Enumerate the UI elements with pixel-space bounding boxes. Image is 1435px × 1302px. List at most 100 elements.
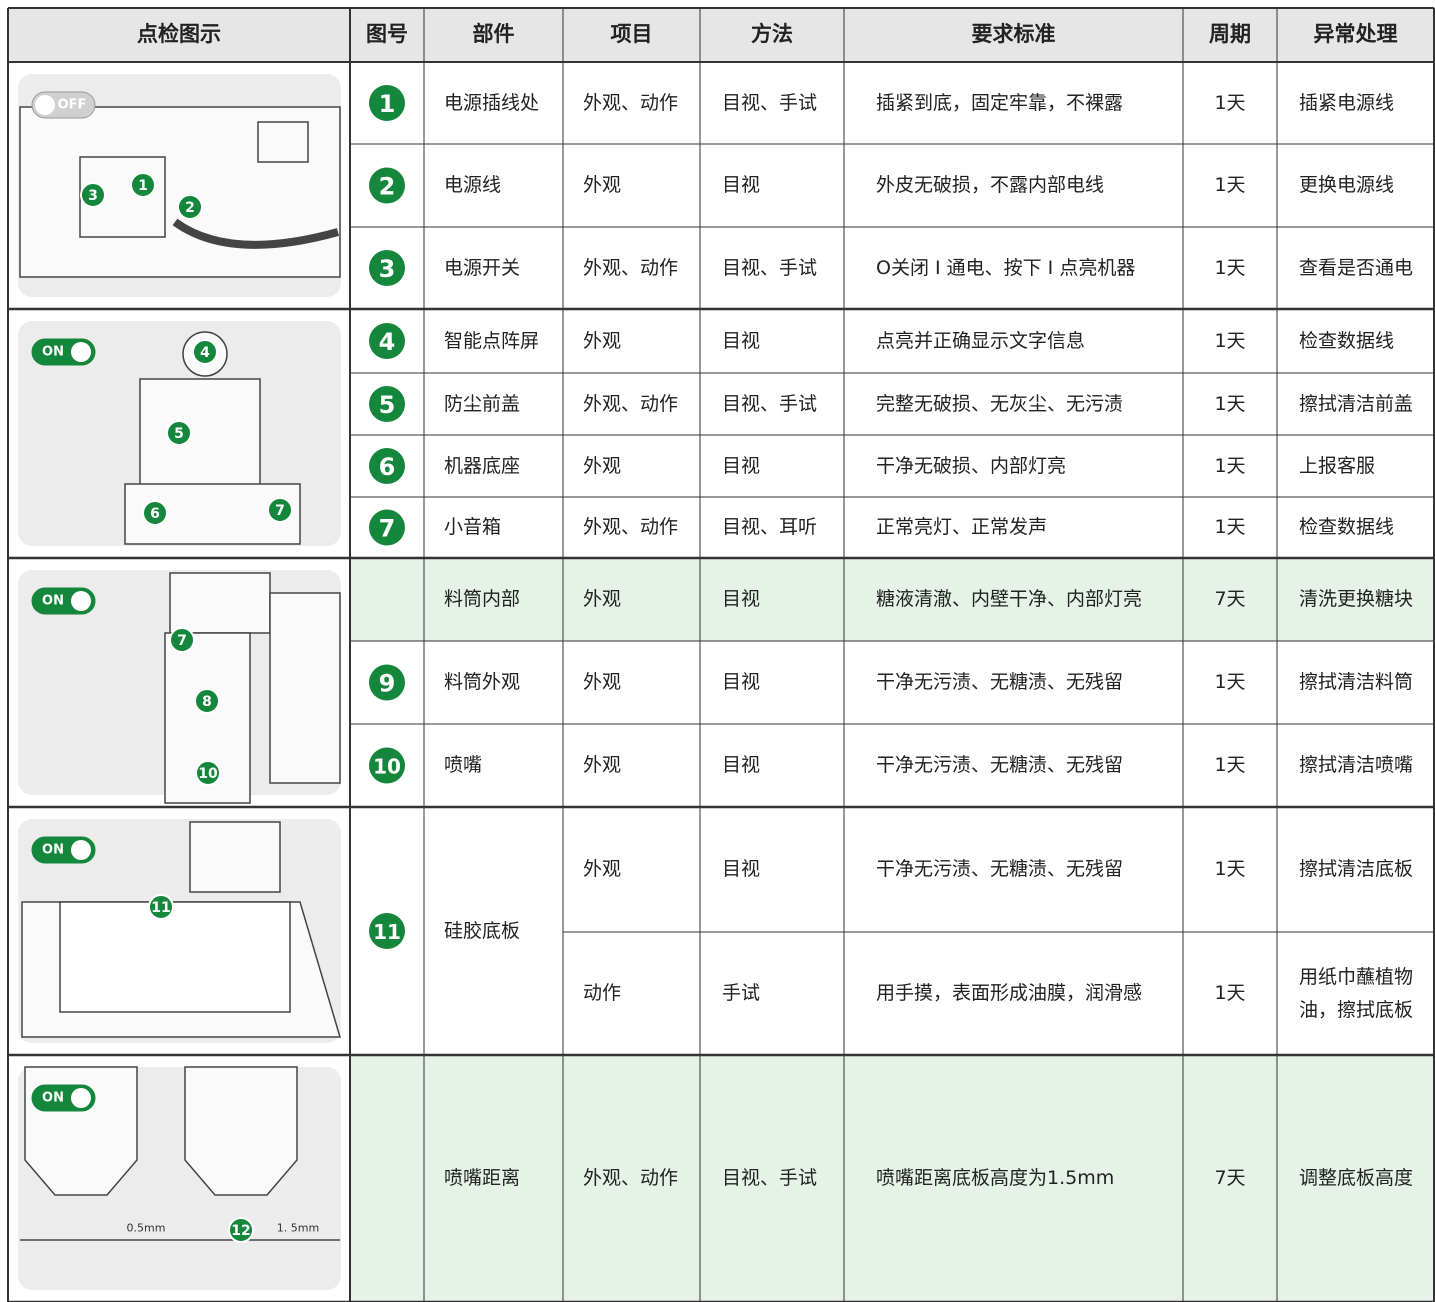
item-cell: 外观、动作 bbox=[583, 392, 679, 415]
dimension-label: 0.5mm bbox=[127, 1222, 166, 1235]
badge-number: 7 bbox=[275, 503, 285, 519]
badge-number: 4 bbox=[379, 328, 396, 356]
method-cell: 目视 bbox=[722, 754, 761, 777]
toggle-label: ON bbox=[42, 345, 64, 360]
method-cell: 目视 bbox=[700, 558, 844, 641]
toggle-knob bbox=[71, 1088, 91, 1108]
action-cell: 插紧电源线 bbox=[1299, 91, 1395, 114]
toggle-knob bbox=[71, 840, 91, 860]
part-cell: 智能点阵屏 bbox=[444, 329, 540, 352]
standard-cell: 点亮并正确显示文字信息 bbox=[876, 329, 1086, 352]
toggle-knob bbox=[71, 591, 91, 611]
action-cell: 检查数据线 bbox=[1299, 516, 1395, 539]
period-cell: 1天 bbox=[1214, 982, 1246, 1005]
period-cell: 1天 bbox=[1214, 754, 1246, 777]
method-cell: 目视 bbox=[722, 454, 761, 477]
period-cell: 1天 bbox=[1214, 454, 1246, 477]
standard-cell: 外皮无破损，不露内部电线 bbox=[876, 174, 1105, 197]
part-cell: 电源开关 bbox=[444, 256, 521, 279]
badge-number: 12 bbox=[231, 1223, 250, 1239]
period-cell: 1天 bbox=[1214, 516, 1246, 539]
badge-number: 2 bbox=[185, 200, 195, 216]
part-cell: 小音箱 bbox=[444, 516, 502, 539]
period-cell: 1天 bbox=[1214, 858, 1246, 881]
cable bbox=[172, 218, 340, 249]
badge bbox=[148, 894, 174, 920]
header-cell: 要求标准 bbox=[844, 8, 1183, 62]
toggle-label: OFF bbox=[58, 98, 87, 113]
badge-number: 3 bbox=[379, 255, 396, 283]
number-cell bbox=[350, 1055, 424, 1302]
number-cell bbox=[350, 435, 424, 497]
part-cell: 防尘前盖 bbox=[444, 392, 521, 415]
header-cell: 部件 bbox=[424, 8, 563, 62]
method-cell: 目视、手试 bbox=[722, 91, 818, 114]
action-cell: 擦拭清洁喷嘴 bbox=[1299, 754, 1414, 777]
item-cell: 外观 bbox=[583, 454, 622, 477]
badge-number: 11 bbox=[151, 900, 170, 916]
item-cell: 外观 bbox=[583, 329, 622, 352]
badge-number: 10 bbox=[198, 766, 218, 782]
action-cell: 调整底板高度 bbox=[1277, 1055, 1434, 1302]
period-cell: 7天 bbox=[1183, 1055, 1277, 1302]
item-cell: 外观、动作 bbox=[583, 91, 679, 114]
rail bbox=[269, 592, 341, 784]
method-cell: 目视、手试 bbox=[722, 256, 818, 279]
machine-sketch bbox=[21, 821, 342, 1038]
badge bbox=[228, 1217, 254, 1243]
standard-cell: 用手摸，表面形成油膜，润滑感 bbox=[876, 982, 1143, 1005]
standard-cell: 干净无污渍、无糖渍、无残留 bbox=[876, 671, 1124, 694]
standard-cell: 糖液清澈、内壁干净、内部灯亮 bbox=[844, 558, 1183, 641]
part-cell: 喷嘴 bbox=[444, 754, 483, 777]
badge bbox=[195, 760, 221, 786]
item-cell: 外观、动作 bbox=[583, 516, 679, 539]
period-cell: 1天 bbox=[1214, 671, 1246, 694]
standard-cell: 完整无破损、无灰尘、无污渍 bbox=[876, 392, 1124, 415]
part-cell: 电源线 bbox=[444, 174, 502, 197]
item-cell: 外观 bbox=[583, 671, 622, 694]
badge bbox=[192, 339, 218, 365]
dimension-label: 1. 5mm bbox=[277, 1222, 319, 1235]
badge-number: 4 bbox=[200, 345, 210, 361]
badge bbox=[194, 688, 220, 714]
machine-sketch bbox=[19, 106, 341, 278]
badge-number: 5 bbox=[174, 426, 184, 442]
header-cell: 周期 bbox=[1183, 8, 1277, 62]
item-cell: 外观、动作 bbox=[563, 1055, 700, 1302]
toggle-knob bbox=[71, 342, 91, 362]
badge-number: 8 bbox=[202, 694, 212, 710]
badge bbox=[369, 167, 405, 204]
badge-number: 7 bbox=[177, 633, 187, 649]
number-cell bbox=[350, 227, 424, 309]
method-cell: 目视 bbox=[722, 671, 761, 694]
badge bbox=[369, 664, 405, 701]
item-cell: 动作 bbox=[583, 982, 622, 1005]
action-cell: 擦拭清洁料筒 bbox=[1299, 671, 1414, 694]
badge bbox=[369, 509, 405, 546]
badge bbox=[130, 172, 156, 198]
head bbox=[169, 572, 271, 634]
action-cell: 清洗更换糖块 bbox=[1277, 558, 1434, 641]
number-cell bbox=[350, 724, 424, 807]
item-cell: 外观 bbox=[583, 754, 622, 777]
part-cell: 硅胶底板 bbox=[444, 919, 521, 942]
body bbox=[139, 378, 261, 505]
period-cell: 1天 bbox=[1214, 174, 1246, 197]
method-cell: 目视 bbox=[722, 329, 761, 352]
item-cell: 外观 bbox=[583, 858, 622, 881]
badge bbox=[166, 420, 192, 446]
machine-sketch bbox=[164, 572, 341, 804]
method-cell: 目视 bbox=[722, 174, 761, 197]
badge bbox=[80, 182, 106, 208]
toggle-knob bbox=[35, 95, 55, 115]
badge-number: 1 bbox=[379, 90, 396, 118]
action-cell: 擦拭清洁前盖 bbox=[1299, 392, 1414, 415]
number-cell bbox=[350, 144, 424, 227]
badge bbox=[267, 497, 293, 523]
header-cell: 项目 bbox=[563, 8, 700, 62]
standard-cell: 正常亮灯、正常发声 bbox=[876, 516, 1048, 539]
badge bbox=[369, 250, 405, 286]
action-cell: 擦拭清洁底板 bbox=[1299, 858, 1414, 881]
